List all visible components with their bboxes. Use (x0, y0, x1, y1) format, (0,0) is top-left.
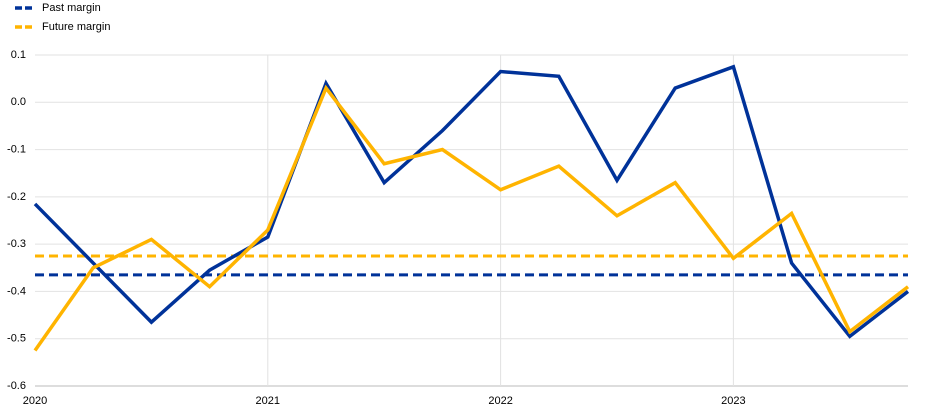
y-tick-label: -0.2 (7, 191, 26, 203)
x-tick-label: 2020 (23, 395, 47, 407)
y-tick-label: 0.0 (11, 96, 26, 108)
x-tick-label: 2022 (488, 395, 512, 407)
legend-label: Future margin (42, 21, 110, 33)
y-tick-label: -0.3 (7, 238, 26, 250)
legend-label: Past margin (42, 2, 101, 14)
y-tick-label: 0.1 (11, 49, 26, 61)
y-tick-label: -0.5 (7, 333, 26, 345)
series-line (33, 84, 910, 352)
y-tick-label: -0.6 (7, 380, 26, 392)
x-tick-label: 2023 (721, 395, 745, 407)
x-tick-label: 2021 (256, 395, 280, 407)
y-tick-label: -0.1 (7, 143, 26, 155)
series-line (33, 64, 910, 339)
y-tick-label: -0.4 (7, 285, 26, 297)
